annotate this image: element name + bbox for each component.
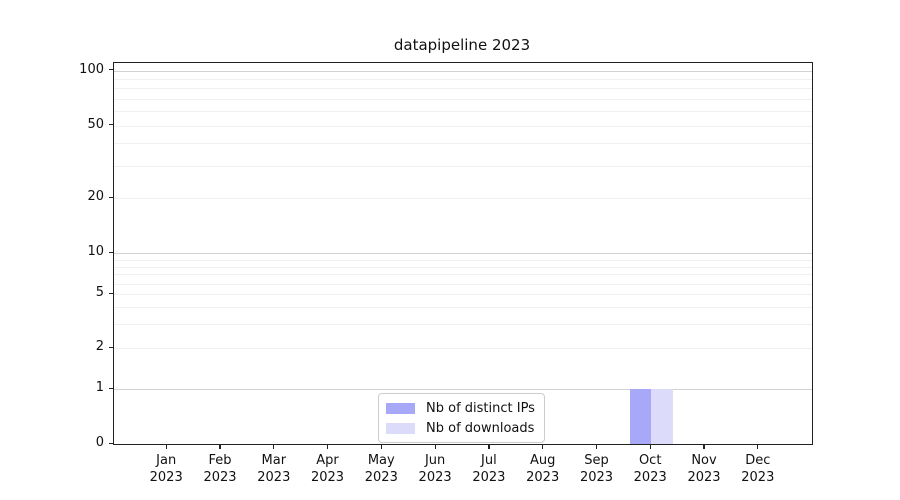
gridline-major (114, 253, 812, 255)
gridline-minor (114, 283, 812, 285)
x-tick-month: Jul (481, 453, 497, 468)
x-tick-month: May (367, 453, 395, 468)
x-tick-mark (326, 444, 329, 449)
gridline-minor (114, 79, 812, 81)
x-tick-month: Oct (638, 453, 662, 468)
gridline-minor (114, 198, 812, 200)
y-tick-label: 0 (95, 435, 104, 450)
gridline-major (114, 389, 812, 391)
bar-nb-of-downloads-oct (651, 389, 673, 444)
y-tick-mark (108, 251, 113, 254)
x-tick-mark (434, 444, 436, 449)
y-tick-label: 10 (87, 244, 104, 260)
legend-swatch-distinct-ips (386, 402, 415, 414)
x-tick-mark (219, 444, 221, 449)
gridline-minor (114, 324, 812, 326)
legend-label-distinct-ips: Nb of distinct IPs (426, 400, 535, 416)
y-tick-label: 100 (79, 61, 104, 77)
y-tick-mark (108, 124, 113, 126)
legend-item-downloads: Nb of downloads (386, 420, 537, 436)
x-tick-month: Jun (424, 453, 446, 468)
y-tick-mark (108, 69, 113, 71)
legend-item-distinct-ips: Nb of distinct IPs (386, 400, 537, 416)
x-tick-month: Jan (156, 453, 177, 468)
x-tick-year: 2023 (418, 470, 452, 485)
gridline-minor (114, 348, 812, 350)
x-tick-label: May 2023 (353, 452, 409, 486)
y-tick-label: 50 (87, 116, 104, 132)
x-tick-year: 2023 (741, 470, 775, 485)
gridline-minor (114, 88, 812, 90)
x-tick-mark (165, 444, 167, 449)
chart-title: datapipeline 2023 (393, 36, 531, 54)
x-tick-year: 2023 (149, 470, 183, 485)
x-tick-year: 2023 (257, 470, 291, 485)
x-tick-month: Nov (691, 453, 717, 468)
gridline-minor (114, 294, 812, 296)
x-tick-mark (757, 444, 759, 449)
x-tick-month: Aug (529, 453, 556, 468)
x-tick-month: Dec (745, 453, 771, 468)
gridline-minor (114, 166, 812, 168)
bar-nb-of-distinct-ips-oct (629, 389, 652, 444)
x-tick-year: 2023 (310, 470, 345, 485)
gridline-minor (114, 259, 812, 261)
legend-label-downloads: Nb of downloads (426, 420, 535, 436)
y-tick-label: 1 (95, 380, 104, 395)
gridline-minor (114, 274, 812, 276)
x-tick-month: Feb (208, 453, 232, 468)
y-tick-mark (108, 442, 113, 444)
x-tick-label: Mar 2023 (246, 452, 302, 486)
x-tick-mark (649, 444, 651, 449)
x-tick-mark (595, 444, 598, 449)
x-tick-label: Oct 2023 (622, 452, 678, 486)
x-tick-mark (488, 444, 490, 449)
y-tick-mark (108, 292, 113, 294)
x-tick-label: Jun 2023 (407, 452, 463, 486)
gridline-minor (114, 143, 812, 145)
legend: Nb of distinct IPs Nb of downloads (378, 393, 545, 443)
x-tick-year: 2023 (579, 470, 614, 485)
x-tick-mark (703, 444, 705, 449)
gridline-minor (114, 266, 812, 268)
x-tick-year: 2023 (364, 470, 398, 485)
y-tick-mark (108, 387, 113, 389)
x-tick-year: 2023 (472, 470, 506, 485)
x-tick-label: Nov 2023 (676, 452, 732, 486)
gridline-minor (114, 307, 812, 309)
x-tick-year: 2023 (203, 470, 237, 485)
y-tick-label: 20 (87, 189, 104, 205)
x-tick-year: 2023 (633, 470, 667, 485)
x-tick-label: Jul 2023 (461, 452, 517, 486)
x-tick-label: Dec 2023 (730, 452, 786, 486)
x-tick-month: Mar (261, 453, 287, 468)
gridline-minor (114, 111, 812, 113)
plot-area: Nb of distinct IPs Nb of downloads (113, 62, 813, 445)
gridline-minor (114, 125, 812, 127)
y-tick-mark (108, 196, 113, 199)
x-tick-month: Sep (584, 453, 609, 468)
x-tick-label: Feb 2023 (192, 452, 248, 486)
x-tick-mark (273, 444, 275, 449)
x-tick-month: Apr (316, 453, 339, 468)
x-tick-mark (542, 444, 544, 449)
x-tick-year: 2023 (687, 470, 721, 485)
y-tick-label: 2 (95, 339, 104, 355)
gridline-minor (114, 99, 812, 100)
x-tick-label: Jan 2023 (138, 452, 194, 486)
x-tick-label: Sep 2023 (569, 452, 625, 486)
x-tick-mark (380, 444, 382, 449)
y-tick-label: 5 (95, 285, 104, 301)
y-tick-mark (108, 346, 113, 348)
legend-swatch-downloads (386, 422, 415, 434)
x-tick-year: 2023 (526, 470, 560, 485)
x-tick-label: Apr 2023 (300, 452, 356, 486)
x-tick-label: Aug 2023 (515, 452, 571, 486)
gridline-major (114, 70, 812, 72)
